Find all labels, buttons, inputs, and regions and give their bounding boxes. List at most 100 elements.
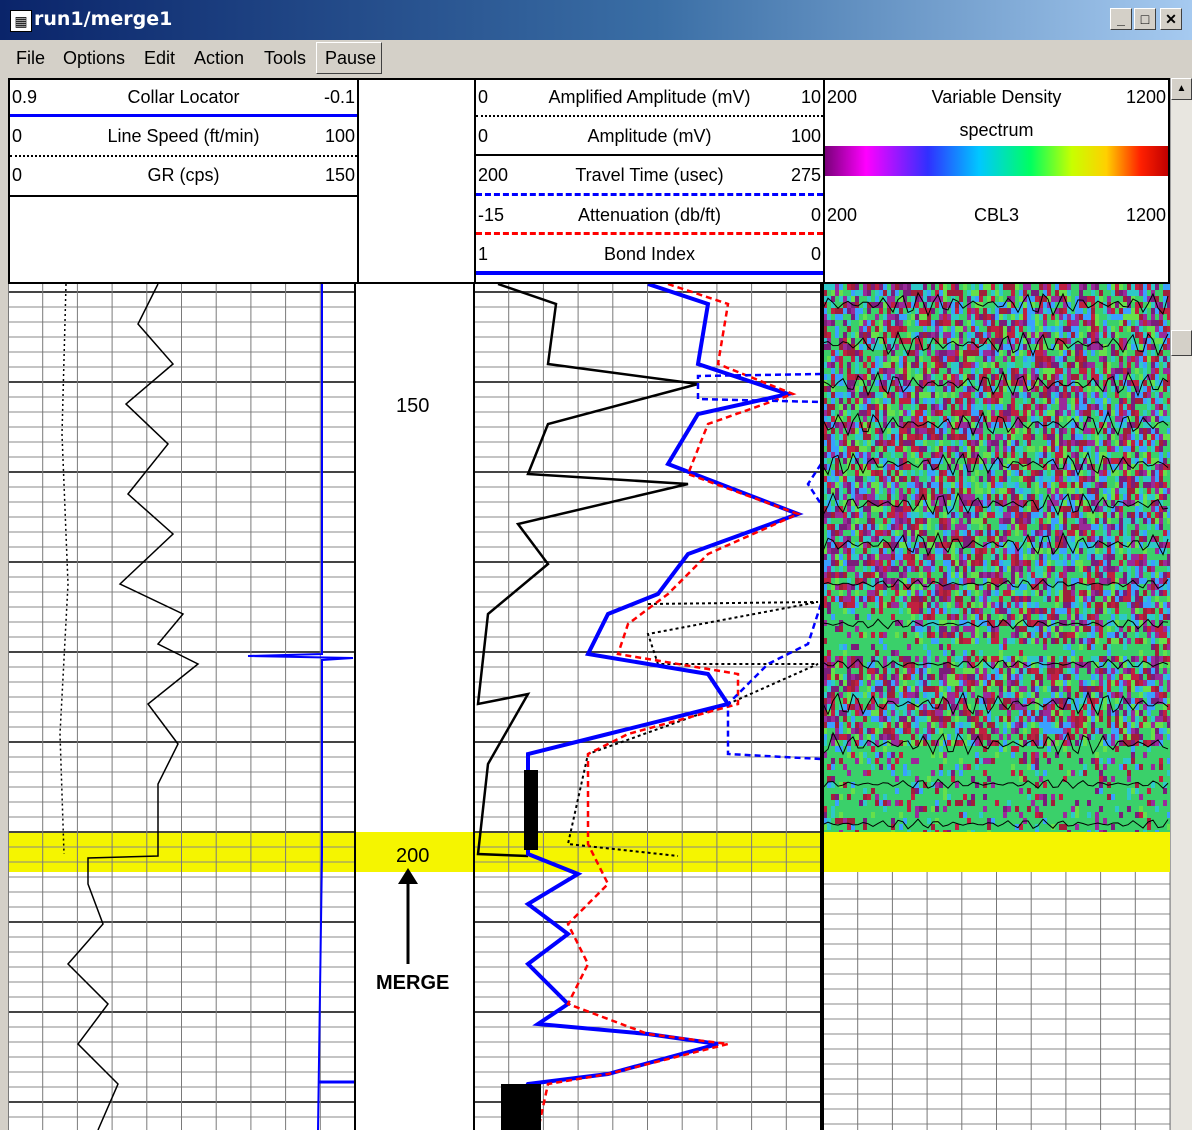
vdl-cell [1139,710,1143,716]
vdl-cell [971,794,975,800]
vdl-cell [955,656,959,662]
vdl-cell [915,788,919,794]
header-bond-index[interactable]: 1 Bond Index 0 [476,237,823,273]
vdl-cell [907,608,911,614]
vdl-cell [939,620,943,626]
vdl-cell [1115,716,1119,722]
vdl-cell [859,482,863,488]
vdl-cell [851,824,855,830]
header-attenuation[interactable]: -15 Attenuation (db/ft) 0 [476,198,823,234]
vdl-cell [1063,404,1067,410]
vdl-cell [971,560,975,566]
vdl-cell [1123,596,1127,602]
vertical-scrollbar[interactable]: ▲ [1170,78,1192,1130]
vdl-cell [979,698,983,704]
vdl-cell [855,530,859,536]
scroll-thumb[interactable] [1171,330,1192,356]
vdl-cell [855,614,859,620]
vdl-cell [1011,602,1015,608]
vdl-cell [847,536,851,542]
vdl-cell [1039,554,1043,560]
vdl-cell [899,404,903,410]
vdl-cell [971,536,975,542]
vdl-cell [919,716,923,722]
vdl-cell [951,470,955,476]
vdl-cell [935,524,939,530]
vdl-cell [1051,668,1055,674]
vdl-cell [1023,290,1027,296]
header-amplitude[interactable]: 0 Amplitude (mV) 100 [476,119,823,155]
vdl-cell [979,518,983,524]
vdl-cell [1031,626,1035,632]
vdl-cell [1067,284,1071,290]
vdl-cell [999,332,1003,338]
header-gr[interactable]: 0 GR (cps) 150 [10,158,357,194]
vdl-cell [895,458,899,464]
vdl-cell [1043,584,1047,590]
vdl-cell [1003,578,1007,584]
log-plot-area[interactable]: 150 200 MERGE [8,284,1170,1130]
vdl-cell [871,518,875,524]
vdl-cell [1119,638,1123,644]
minimize-button[interactable]: _ [1110,8,1132,30]
header-variable-density[interactable]: 200 Variable Density 1200 [825,80,1168,116]
vdl-cell [847,320,851,326]
menu-tools[interactable]: Tools [264,48,307,68]
menu-file[interactable]: File [16,48,46,68]
vdl-cell [1067,386,1071,392]
vdl-cell [1099,602,1103,608]
header-travel-time[interactable]: 200 Travel Time (usec) 275 [476,158,823,194]
vdl-cell [1035,470,1039,476]
vdl-cell [975,638,979,644]
vdl-cell [1131,344,1135,350]
vdl-cell [955,452,959,458]
vdl-cell [911,434,915,440]
header-collar-locator[interactable]: 0.9 Collar Locator -0.1 [10,80,357,116]
menu-action[interactable]: Action [194,48,245,68]
vdl-cell [1139,440,1143,446]
vdl-cell [991,626,995,632]
menu-pause[interactable]: Pause [325,48,377,68]
vdl-cell [1099,728,1103,734]
scroll-up-arrow-icon[interactable]: ▲ [1171,78,1192,100]
vdl-cell [1003,812,1007,818]
vdl-cell [1127,590,1131,596]
vdl-cell [1039,362,1043,368]
vdl-cell [1063,314,1067,320]
menu-edit[interactable]: Edit [144,48,176,68]
vdl-cell [915,566,919,572]
header-line-speed[interactable]: 0 Line Speed (ft/min) 100 [10,119,357,155]
vdl-cell [1095,320,1099,326]
vdl-cell [1059,314,1063,320]
vdl-cell [1003,602,1007,608]
app-grid-icon[interactable]: ▦ [10,10,32,32]
vdl-cell [1075,506,1079,512]
vdl-cell [1103,644,1107,650]
vdl-cell [823,482,827,488]
header-cbl3[interactable]: 200 CBL3 1200 [825,198,1168,234]
vdl-cell [943,446,947,452]
vdl-cell [1079,590,1083,596]
vdl-cell [947,512,951,518]
vdl-cell [1131,680,1135,686]
vdl-cell [1119,716,1123,722]
vdl-cell [1043,374,1047,380]
vdl-cell [1091,290,1095,296]
menu-options[interactable]: Options [63,48,126,68]
vdl-cell [911,704,915,710]
att-min: -15 [478,205,505,225]
vdl-cell [1079,680,1083,686]
vdl-cell [823,596,827,602]
vdl-cell [939,668,943,674]
header-amplified-amplitude[interactable]: 0 Amplified Amplitude (mV) 10 [476,80,823,116]
vdl-cell [847,302,851,308]
vdl-cell [1023,530,1027,536]
vdl-cell [931,536,935,542]
vdl-cell [867,320,871,326]
vdl-cell [959,524,963,530]
vdl-cell [887,680,891,686]
close-button[interactable]: ✕ [1160,8,1182,30]
vdl-cell [1091,380,1095,386]
vdl-cell [1135,722,1139,728]
maximize-button[interactable]: □ [1134,8,1156,30]
